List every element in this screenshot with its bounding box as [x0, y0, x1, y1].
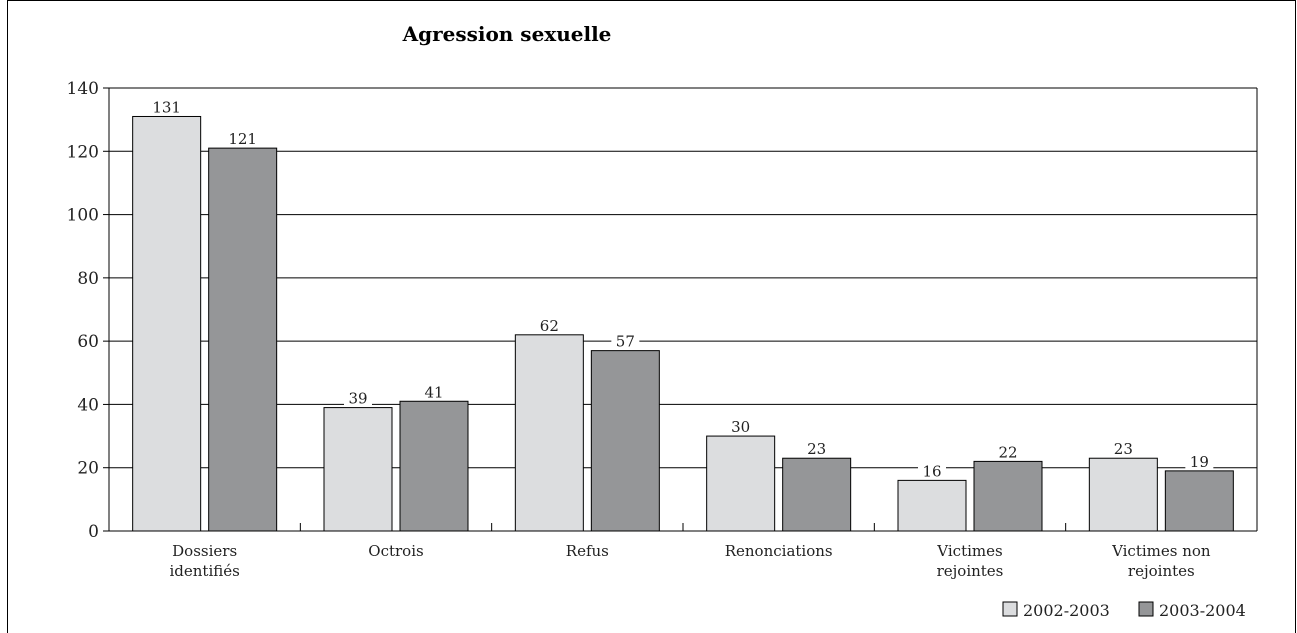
data-label: 23 — [807, 440, 826, 458]
legend-label: 2002-2003 — [1023, 601, 1110, 620]
legend-swatch — [1138, 601, 1154, 617]
bar — [208, 147, 278, 532]
bar — [782, 457, 852, 532]
data-label-background — [535, 315, 564, 333]
legend-label: 2003-2004 — [1159, 601, 1246, 620]
data-label: 22 — [998, 443, 1017, 461]
category-label: Victimes non rejointes — [1111, 542, 1211, 580]
data-label: 16 — [922, 462, 941, 480]
bar — [590, 350, 660, 532]
y-tick-label: 60 — [77, 332, 99, 352]
bar — [973, 460, 1043, 532]
chart-frame — [7, 0, 1296, 633]
data-label: 23 — [1114, 440, 1133, 458]
data-label-background — [147, 97, 186, 115]
category-label: Renonciations — [725, 542, 833, 560]
data-label-background — [1109, 439, 1138, 457]
data-label-background — [994, 442, 1022, 460]
chart-title: Agression sexuelle — [402, 22, 612, 46]
bar — [399, 400, 469, 532]
data-label-background — [344, 388, 372, 406]
y-tick-label: 120 — [67, 142, 99, 162]
data-label: 39 — [348, 390, 367, 408]
data-label: 121 — [228, 130, 257, 148]
data-label: 57 — [616, 333, 635, 351]
data-label: 41 — [424, 383, 443, 401]
labels: 131 121 Dossiers identifiés 39 41 Octrois 62 57 R… — [147, 97, 1214, 580]
data-label: 131 — [152, 98, 181, 116]
y-tick-label: 140 — [67, 79, 99, 99]
category-label: Octrois — [368, 542, 423, 560]
gridlines — [109, 87, 1257, 469]
bar — [897, 479, 967, 532]
data-label-background — [420, 382, 448, 400]
bar — [1164, 470, 1234, 532]
data-label-background — [918, 461, 946, 479]
category-label: Dossiers identifiés — [169, 542, 239, 580]
bar — [706, 435, 776, 532]
data-label: 30 — [731, 418, 750, 436]
y-tick-label: 0 — [88, 522, 99, 542]
legend-swatch — [1002, 601, 1018, 617]
data-label-background — [1185, 451, 1214, 469]
data-label: 62 — [540, 317, 559, 335]
y-tick-label: 80 — [77, 269, 99, 289]
data-label-background — [223, 129, 262, 147]
category-label: Victimes rejointes — [936, 542, 1003, 580]
bar — [1088, 457, 1158, 532]
y-tick-label: 100 — [67, 206, 99, 226]
data-label: 19 — [1190, 453, 1209, 471]
category-label: Refus — [566, 542, 609, 560]
bar — [323, 407, 393, 532]
data-label-background — [611, 331, 640, 349]
y-tick-label: 20 — [77, 459, 99, 479]
data-label-background — [726, 417, 755, 435]
bars — [132, 115, 1234, 532]
bar — [132, 115, 202, 532]
data-label-background — [802, 439, 831, 457]
y-tick-label: 40 — [77, 395, 99, 415]
bar — [514, 334, 584, 532]
axes: 0 20 40 60 80 100 120 140 — [67, 79, 1258, 542]
legend: 2002-2003 2003-2004 — [1002, 601, 1246, 620]
